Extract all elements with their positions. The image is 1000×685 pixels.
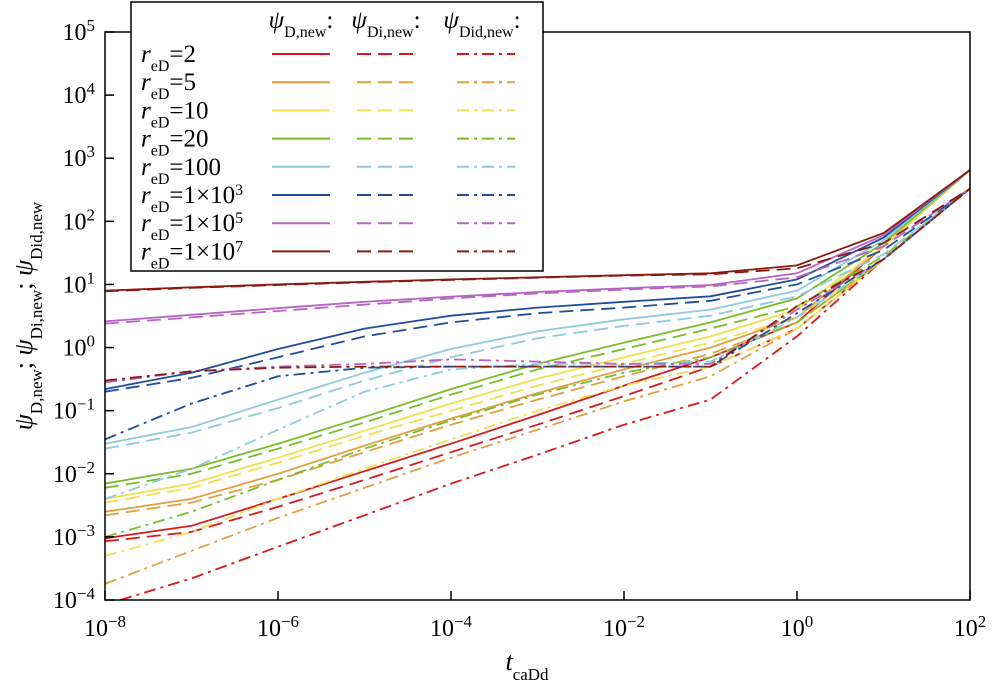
series-line-5-di [105, 187, 970, 450]
legend-label: reD=10 [141, 97, 209, 130]
series-line-1-d [105, 169, 970, 540]
legend-label: reD=20 [141, 126, 209, 160]
series-layer [105, 169, 970, 600]
legend-column-header: ψD,new: [269, 7, 334, 41]
series-line-6-d [105, 169, 970, 390]
legend: ψD,new: ψDi,new: ψDid,new:reD=2reD=5reD=10… [130, 1, 544, 272]
series-line-1-did [119, 187, 970, 600]
y-tick-label: 102 [63, 205, 96, 236]
y-tick-label: 10−2 [53, 457, 95, 488]
series-line-5-did [105, 187, 970, 500]
y-tick-label: 100 [63, 331, 96, 362]
x-tick-label: 10−2 [603, 612, 645, 643]
series-line-7-di [105, 187, 970, 325]
legend-column-header: ψDi,new: [351, 7, 420, 41]
legend-label: reD=1×103 [141, 182, 243, 216]
y-tick-label: 105 [63, 16, 96, 47]
y-tick-label: 104 [63, 79, 96, 110]
legend-column-header: ψDid,new: [443, 7, 520, 41]
series-line-3-did [105, 187, 970, 557]
axis-titles: tcaDd ψD,new; ψDi,new; ψDid,new [9, 201, 549, 683]
legend-label: reD=100 [141, 154, 221, 188]
x-tick-label: 10−8 [84, 612, 126, 643]
y-tick-label: 10−4 [53, 584, 96, 615]
x-tick-label: 100 [781, 612, 814, 643]
y-tick-label: 101 [63, 268, 96, 299]
y-tick-label: 10−1 [53, 394, 95, 425]
series-line-8-did [105, 187, 970, 382]
series-line-3-d [105, 169, 970, 500]
ticks-layer: 10−8 10−6 10−4 10−2 100 102 10−4 10−3 10−2 10−1 10… [53, 16, 986, 643]
y-tick-label: 10−3 [53, 520, 95, 551]
y-axis-title: ψD,new; ψDi,new; ψDid,new [9, 201, 46, 430]
series-line-2-d [105, 169, 970, 513]
legend-label: reD=1×107 [141, 238, 243, 272]
x-tick-label: 102 [954, 612, 987, 643]
series-line-5-d [105, 169, 970, 445]
series-line-2-di [105, 187, 970, 517]
legend-label: reD=2 [141, 41, 196, 75]
y-tick-label: 103 [63, 142, 96, 173]
series-line-4-di [105, 187, 970, 489]
series-line-3-di [105, 187, 970, 504]
legend-label: reD=1×105 [141, 210, 243, 244]
legend-label: reD=5 [141, 69, 196, 103]
x-tick-label: 10−4 [430, 612, 473, 643]
x-axis-title: tcaDd [505, 647, 549, 684]
series-line-4-did [105, 187, 970, 538]
series-line-2-did [105, 187, 970, 585]
x-tick-label: 10−6 [257, 612, 299, 643]
series-line-8-di [105, 187, 970, 293]
legend-box [130, 1, 544, 272]
